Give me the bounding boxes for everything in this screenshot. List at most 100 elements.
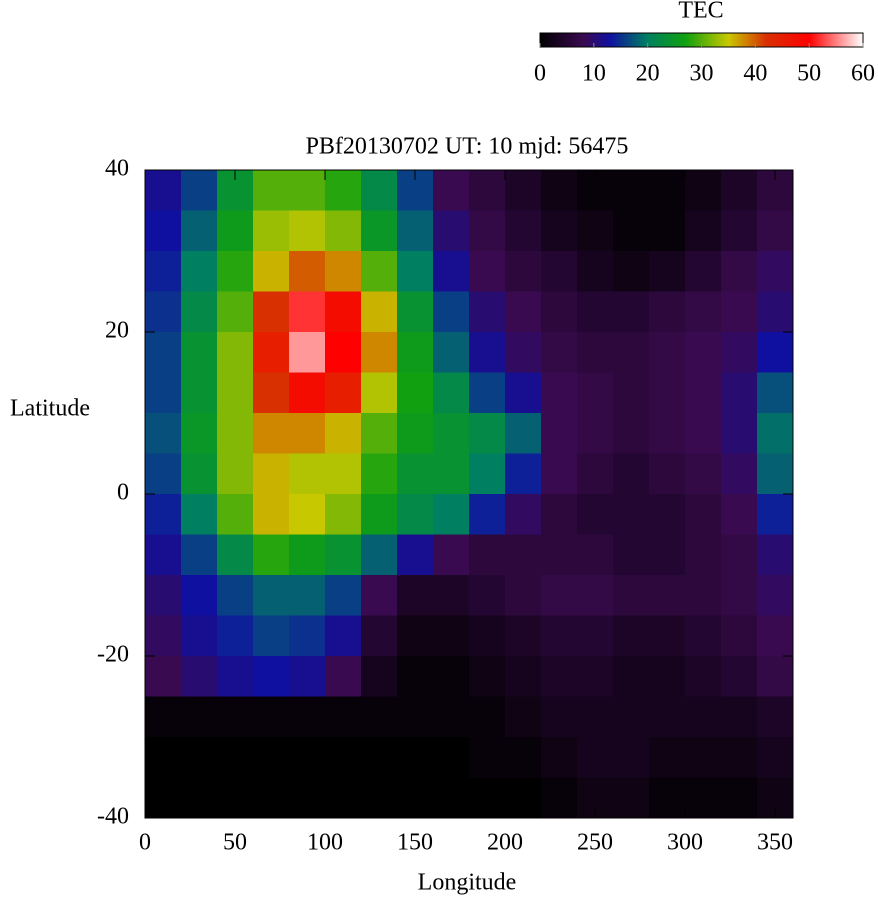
heat-cell: [433, 413, 470, 454]
heat-cell: [397, 413, 434, 454]
heat-cell: [181, 332, 218, 373]
heat-cell: [541, 413, 578, 454]
heat-cell: [325, 494, 362, 535]
heat-cell: [325, 656, 362, 697]
heat-cell: [613, 210, 650, 252]
heat-cell: [325, 372, 362, 414]
heat-cell: [361, 453, 398, 495]
heat-cell: [217, 494, 254, 535]
heat-cell: [253, 656, 290, 697]
heat-cell: [613, 372, 650, 414]
heat-cell: [541, 291, 578, 333]
heat-cell: [541, 737, 578, 778]
heat-cell: [757, 696, 794, 738]
heat-cell: [433, 210, 470, 252]
heat-cell: [613, 170, 650, 211]
heat-cell: [469, 575, 506, 616]
heat-cell: [397, 372, 434, 414]
y-tick-label: 20: [105, 318, 129, 344]
heat-cell: [757, 372, 794, 414]
heat-cell: [577, 737, 614, 778]
heat-cell: [289, 575, 326, 616]
heat-cell: [361, 656, 398, 697]
heat-cell: [721, 291, 758, 333]
heat-cell: [649, 372, 686, 414]
heat-cell: [217, 534, 254, 576]
heat-cell: [757, 494, 794, 535]
heat-cell: [685, 291, 722, 333]
heat-cell: [145, 372, 182, 414]
heat-cell: [685, 251, 722, 292]
heat-cell: [217, 737, 254, 778]
heat-cell: [649, 413, 686, 454]
heat-cell: [577, 291, 614, 333]
heat-cell: [433, 332, 470, 373]
heat-cell: [505, 615, 542, 657]
heat-cell: [505, 291, 542, 333]
heat-cell: [613, 413, 650, 454]
heat-cell: [325, 291, 362, 333]
heat-cell: [253, 696, 290, 738]
heat-cell: [613, 656, 650, 697]
heat-cell: [433, 534, 470, 576]
heat-cell: [721, 251, 758, 292]
heat-cell: [397, 534, 434, 576]
x-axis-label: Longitude: [418, 870, 517, 896]
heat-cell: [325, 696, 362, 738]
heat-cell: [721, 575, 758, 616]
heat-cell: [397, 453, 434, 495]
heat-cell: [325, 210, 362, 252]
x-tick-label: 0: [139, 830, 151, 856]
y-tick-label: -40: [97, 804, 129, 830]
heat-cell: [145, 656, 182, 697]
heat-cell: [613, 777, 650, 819]
heat-cell: [649, 696, 686, 738]
x-tick-label: 250: [577, 830, 613, 856]
heat-cell: [649, 453, 686, 495]
heat-cell: [685, 656, 722, 697]
heat-cell: [397, 737, 434, 778]
heat-cell: [613, 534, 650, 576]
heat-cell: [469, 372, 506, 414]
colorbar-tick-label: 10: [582, 61, 606, 87]
heat-cell: [289, 291, 326, 333]
heat-cell: [325, 251, 362, 292]
heat-cell: [145, 737, 182, 778]
heat-cell: [577, 575, 614, 616]
heat-cell: [577, 372, 614, 414]
heat-cell: [217, 575, 254, 616]
x-tick-label: 200: [487, 830, 523, 856]
heat-cell: [757, 251, 794, 292]
heat-cell: [613, 332, 650, 373]
heat-cell: [649, 534, 686, 576]
heat-cell: [253, 575, 290, 616]
heat-cell: [361, 413, 398, 454]
colorbar-tick-label: 30: [690, 61, 714, 87]
heat-cell: [181, 372, 218, 414]
heat-cell: [505, 413, 542, 454]
heat-cell: [577, 615, 614, 657]
heat-cell: [721, 696, 758, 738]
heat-cell: [469, 737, 506, 778]
heat-cell: [577, 332, 614, 373]
heat-cell: [505, 332, 542, 373]
x-tick-label: 100: [307, 830, 343, 856]
heat-cell: [649, 494, 686, 535]
heat-cell: [145, 332, 182, 373]
heat-cell: [505, 696, 542, 738]
heat-cell: [361, 575, 398, 616]
heat-cell: [757, 332, 794, 373]
heat-cell: [145, 494, 182, 535]
chart-title: PBf20130702 UT: 10 mjd: 56475: [306, 134, 629, 160]
heat-cell: [397, 615, 434, 657]
heat-cell: [181, 737, 218, 778]
heat-cell: [505, 210, 542, 252]
heat-cell: [505, 251, 542, 292]
heat-cell: [289, 372, 326, 414]
heat-cell: [757, 615, 794, 657]
heat-cell: [217, 615, 254, 657]
heat-cell: [397, 210, 434, 252]
heat-cell: [541, 251, 578, 292]
heat-cell: [397, 696, 434, 738]
heat-cell: [181, 777, 218, 819]
